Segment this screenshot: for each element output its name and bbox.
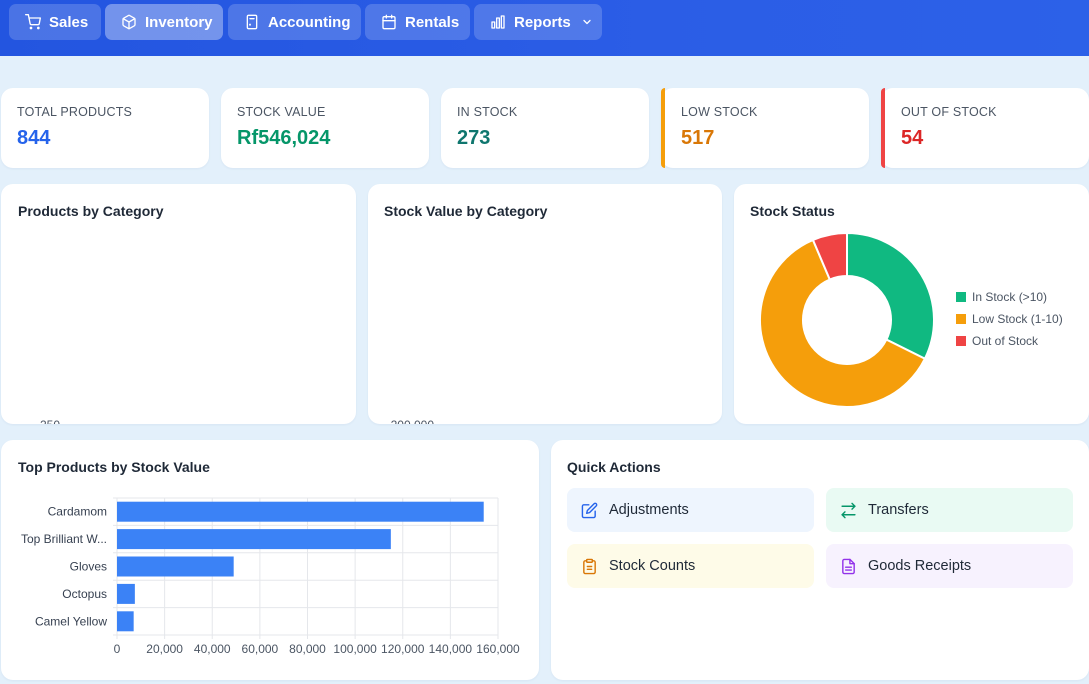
nav-rentals-label: Rentals xyxy=(405,13,460,31)
y-tick-label: Camel Yellow xyxy=(35,614,107,628)
legend-swatch xyxy=(956,292,966,302)
x-tick-label: 100,000 xyxy=(333,642,377,656)
adjustments-label: Adjustments xyxy=(609,502,689,518)
transfers-label: Transfers xyxy=(868,502,929,518)
bar xyxy=(117,556,234,577)
nav-accounting-label: Accounting xyxy=(268,13,351,31)
products-by-category-card: Products by Category 050100150200250Food… xyxy=(1,184,356,424)
stat-card-low-stock: LOW STOCK 517 xyxy=(661,88,869,168)
x-tick-label: 120,000 xyxy=(381,642,425,656)
nav-reports-label: Reports xyxy=(514,13,571,31)
stock-value-by-category-card: Stock Value by Category 050,000100,00015… xyxy=(368,184,722,424)
stat-label: IN STOCK xyxy=(457,105,518,119)
nav-rentals[interactable]: Rentals xyxy=(365,4,470,40)
cart-icon xyxy=(25,14,41,30)
stock-counts-button[interactable]: Stock Counts xyxy=(567,544,814,588)
y-tick-label: Top Brilliant W... xyxy=(21,532,107,546)
calendar-icon xyxy=(382,14,396,30)
transfers-button[interactable]: Transfers xyxy=(826,488,1073,532)
document-icon xyxy=(842,558,855,574)
products-by-category-chart: 050100150200250Food & Bever...BeveragesP… xyxy=(40,418,60,424)
y-tick-label: Gloves xyxy=(70,560,107,574)
x-tick-label: 140,000 xyxy=(429,642,473,656)
nav-sales[interactable]: Sales xyxy=(9,4,101,40)
card-title: Top Products by Stock Value xyxy=(18,459,210,475)
x-tick-label: 80,000 xyxy=(289,642,326,656)
legend-label: Out of Stock xyxy=(972,334,1039,348)
x-tick-label: 160,000 xyxy=(476,642,520,656)
card-title: Quick Actions xyxy=(567,459,661,475)
transfer-icon xyxy=(841,502,856,518)
x-tick-label: 60,000 xyxy=(242,642,279,656)
x-tick-label: 0 xyxy=(114,642,121,656)
edit-icon xyxy=(581,502,598,518)
stat-card-total-products: TOTAL PRODUCTS 844 xyxy=(1,88,209,168)
stat-value: 54 xyxy=(901,127,924,149)
legend-swatch xyxy=(956,336,966,346)
card-title: Stock Value by Category xyxy=(384,203,548,219)
stat-card-out-of-stock: OUT OF STOCK 54 xyxy=(881,88,1089,168)
top-products-chart: 0 20,000 40,000 60,000 80,000 100,000 120,000 1… xyxy=(21,497,520,656)
pie-slice xyxy=(846,231,935,361)
bar xyxy=(117,501,484,522)
clipboard-icon xyxy=(583,558,596,574)
stat-label: TOTAL PRODUCTS xyxy=(17,105,133,119)
stat-card-in-stock: IN STOCK 273 xyxy=(441,88,649,168)
stat-value: 844 xyxy=(17,127,51,149)
legend-label: Low Stock (1-10) xyxy=(972,312,1063,326)
bar xyxy=(117,611,134,632)
top-nav: Sales Inventory Accounting Rentals Repor… xyxy=(0,0,1089,56)
pie-slice xyxy=(811,231,848,281)
nav-accounting[interactable]: Accounting xyxy=(228,4,361,40)
stock-status-chart: In Stock (>10) Low Stock (1-10) Out of Sto… xyxy=(759,231,1063,408)
stat-label: OUT OF STOCK xyxy=(901,105,997,119)
accent-bar xyxy=(881,88,885,168)
cube-icon xyxy=(122,14,136,30)
pie-slice xyxy=(759,238,927,408)
bar xyxy=(117,529,391,550)
adjustments-button[interactable]: Adjustments xyxy=(567,488,814,532)
chevron-down-icon xyxy=(583,19,591,25)
y-tick-label: Octopus xyxy=(62,587,107,601)
y-tick-label: Cardamom xyxy=(48,505,107,519)
y-tick-label: 200,000 xyxy=(391,418,435,424)
x-tick-label: 20,000 xyxy=(146,642,183,656)
nav-reports[interactable]: Reports xyxy=(474,4,602,40)
bar-chart-icon xyxy=(491,15,505,29)
card-title: Products by Category xyxy=(18,203,164,219)
stat-value: 517 xyxy=(681,127,715,149)
stock-counts-label: Stock Counts xyxy=(609,558,696,574)
calculator-icon xyxy=(246,14,258,30)
bar xyxy=(117,583,135,604)
goods-receipts-button[interactable]: Goods Receipts xyxy=(826,544,1073,588)
quick-actions-card: Quick Actions Adjustments Transfers Stoc… xyxy=(551,440,1089,680)
nav-inventory-label: Inventory xyxy=(145,13,213,31)
top-products-card: Top Products by Stock Value 0 20,000 40,00… xyxy=(1,440,539,680)
legend-swatch xyxy=(956,314,966,324)
stat-card-stock-value: STOCK VALUE Rf546,024 xyxy=(221,88,429,168)
accent-bar xyxy=(661,88,665,168)
stock-status-card: Stock Status In Stock (>10) Low Stock (1-… xyxy=(734,184,1089,424)
stat-value: Rf546,024 xyxy=(237,127,331,149)
card-title: Stock Status xyxy=(750,203,835,219)
nav-sales-label: Sales xyxy=(49,13,89,31)
y-tick-label: 250 xyxy=(40,418,60,424)
legend-label: In Stock (>10) xyxy=(972,290,1047,304)
x-tick-label: 40,000 xyxy=(194,642,231,656)
goods-receipts-label: Goods Receipts xyxy=(868,558,972,574)
stat-value: 273 xyxy=(457,127,491,149)
stat-label: STOCK VALUE xyxy=(237,105,326,119)
stat-label: LOW STOCK xyxy=(681,105,758,119)
nav-inventory[interactable]: Inventory xyxy=(105,4,223,40)
